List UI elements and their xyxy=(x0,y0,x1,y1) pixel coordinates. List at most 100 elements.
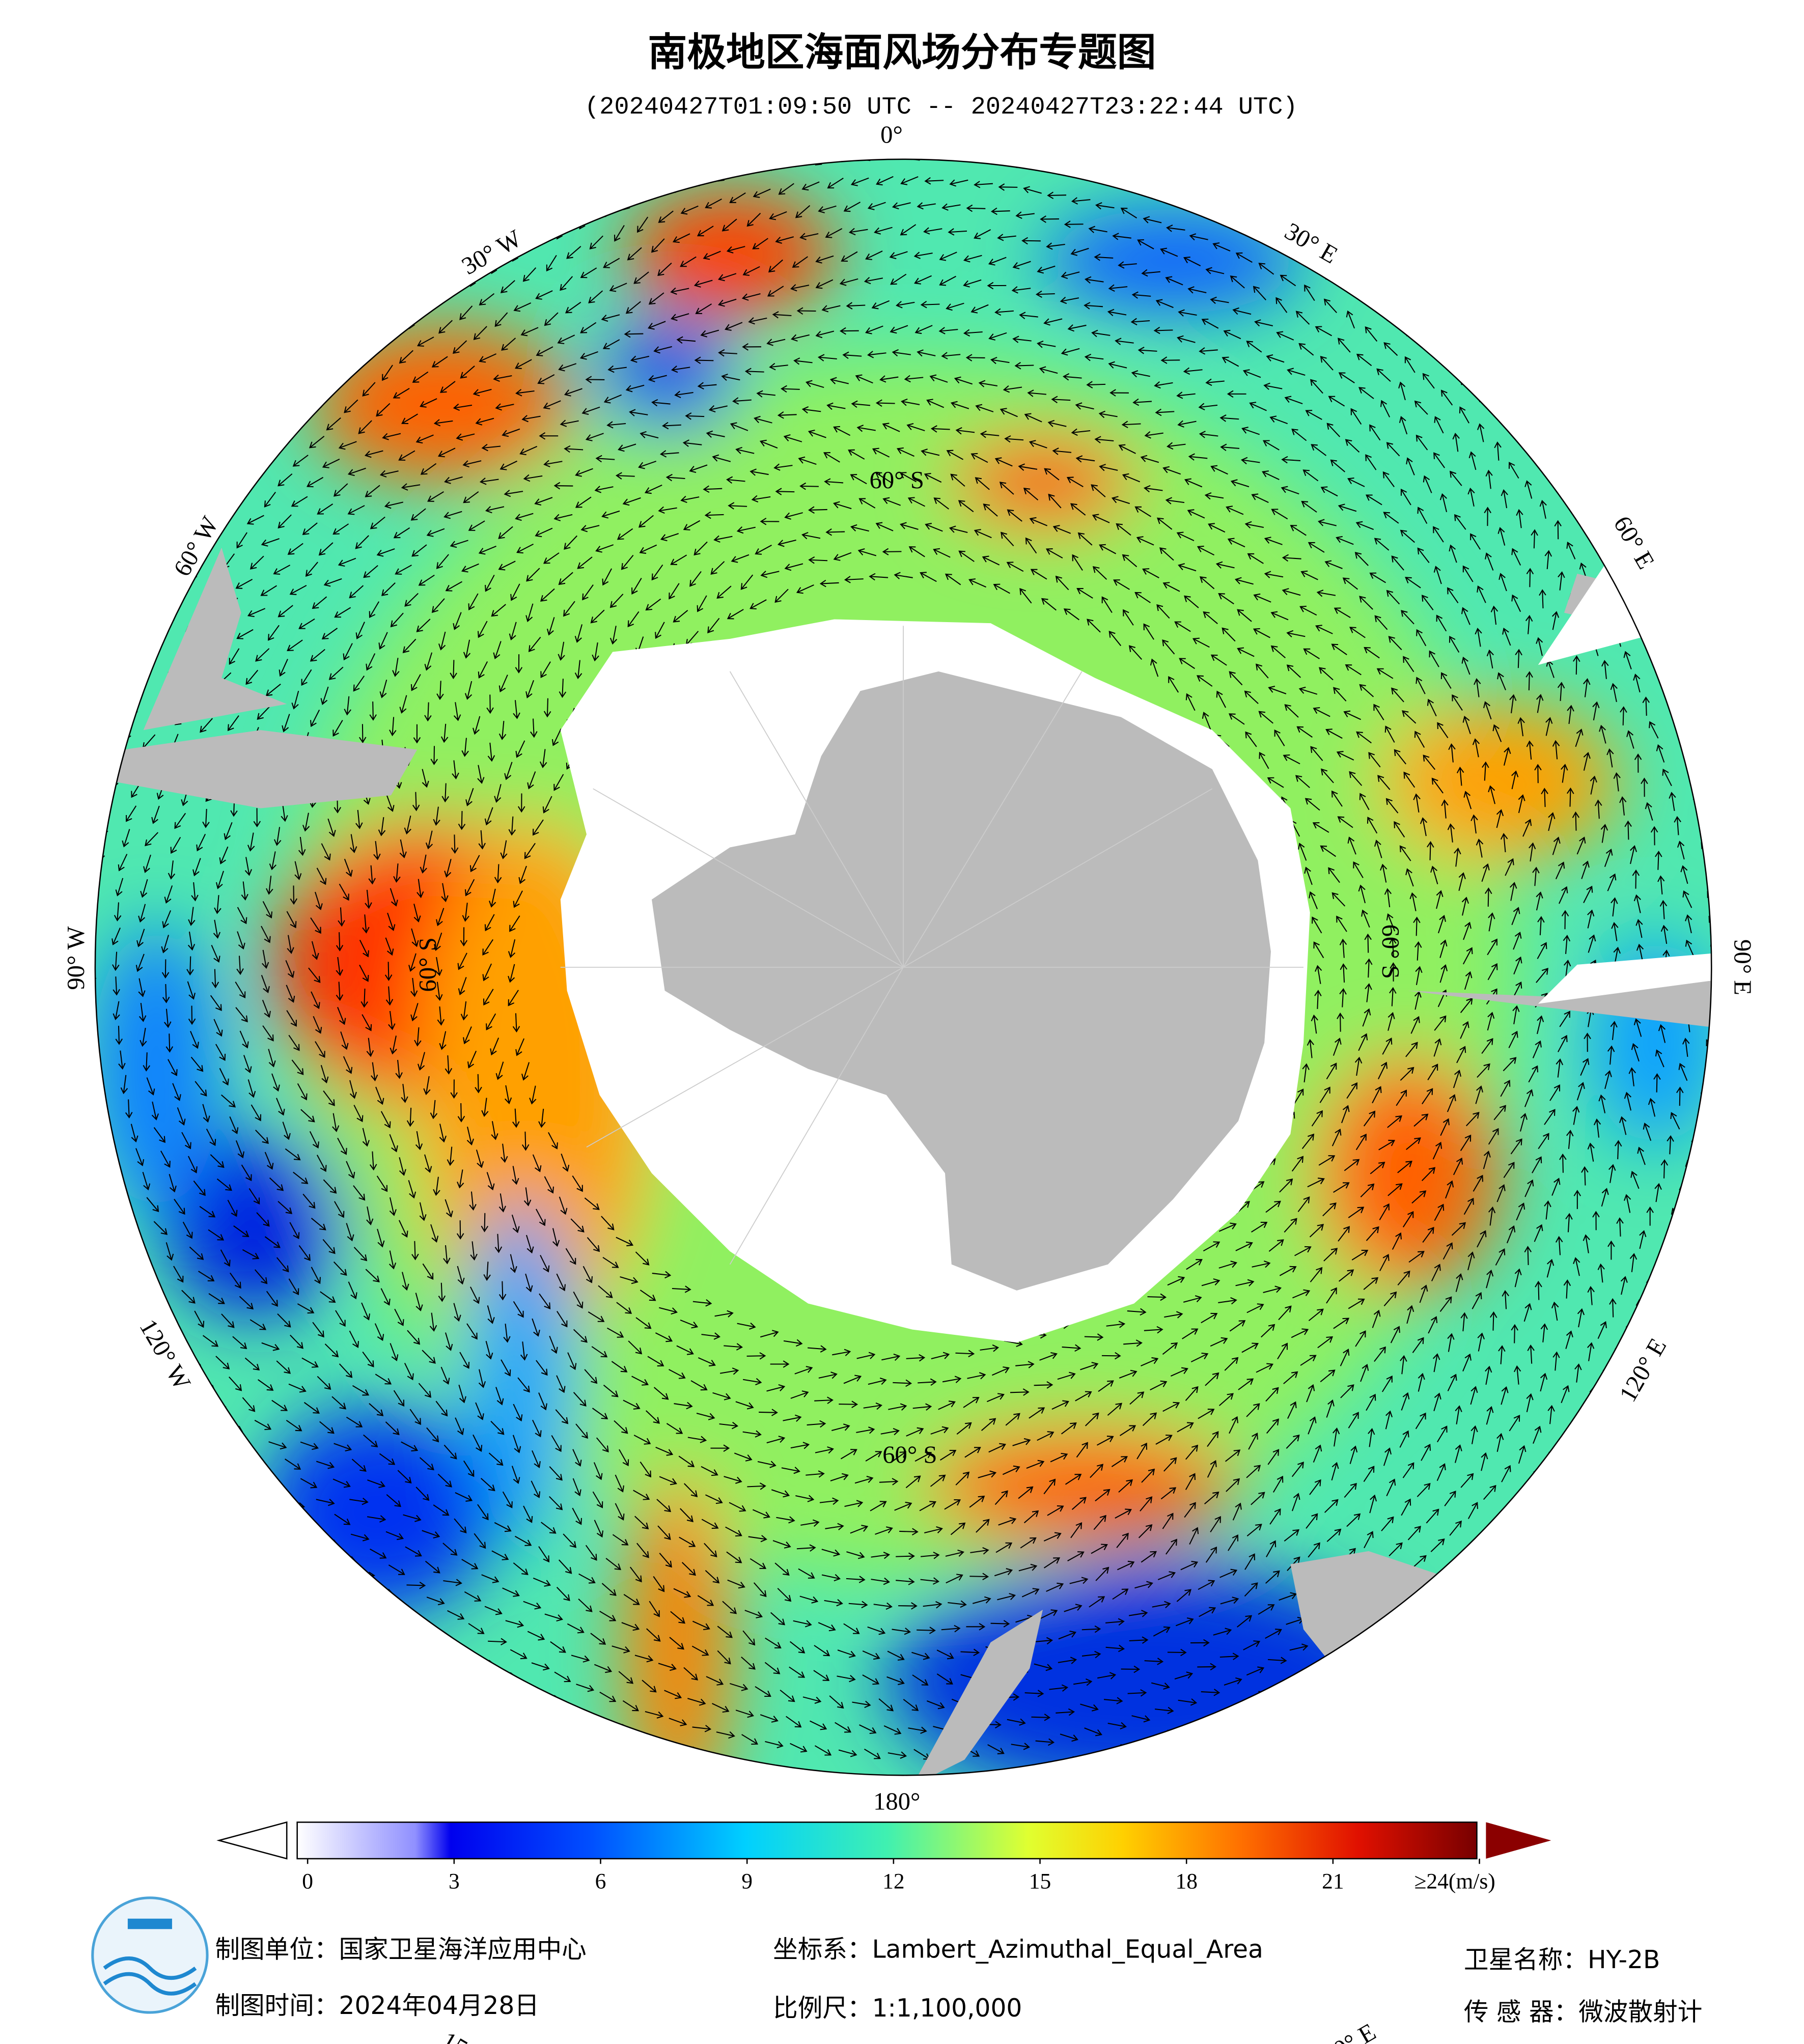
wind-arrow xyxy=(697,595,707,612)
wind-arrow xyxy=(431,598,445,613)
wind-arrow xyxy=(426,1597,445,1606)
wind-arrow xyxy=(914,275,932,285)
wind-arrow xyxy=(1344,1482,1357,1498)
wind-arrow xyxy=(1365,326,1378,342)
wind-arrow xyxy=(1368,1428,1375,1447)
wind-arrow xyxy=(912,1403,932,1411)
wind-arrow xyxy=(190,1056,204,1072)
wind-arrow xyxy=(896,1552,915,1560)
wind-arrow xyxy=(558,1559,572,1574)
wind-arrow xyxy=(1337,1012,1344,1032)
wind-arrow xyxy=(1419,1284,1428,1303)
wind-arrow xyxy=(1244,690,1259,704)
wind-arrow xyxy=(445,581,463,592)
wind-arrow xyxy=(527,1631,545,1641)
wind-arrow xyxy=(1433,1038,1442,1057)
wind-arrow xyxy=(402,638,417,654)
wind-arrow xyxy=(236,532,247,549)
wind-arrow xyxy=(1006,562,1024,572)
wind-arrow xyxy=(1342,577,1358,590)
wind-arrow xyxy=(1107,309,1127,317)
wind-arrow xyxy=(625,301,641,314)
wind-arrow xyxy=(194,1310,205,1328)
wind-arrow xyxy=(276,1257,289,1273)
wind-arrow xyxy=(976,1519,990,1533)
wind-arrow xyxy=(603,258,620,268)
wind-arrow xyxy=(479,478,499,485)
wind-arrow xyxy=(1019,312,1038,319)
wind-arrow xyxy=(523,474,543,482)
wind-arrow xyxy=(1408,1251,1425,1263)
wind-arrow xyxy=(1447,1333,1455,1352)
wind-arrow xyxy=(1043,1557,1061,1569)
wind-arrow xyxy=(1508,1030,1518,1048)
wind-arrow xyxy=(1503,1057,1517,1072)
wind-arrow xyxy=(1563,1279,1571,1299)
wind-arrow xyxy=(417,337,434,347)
wind-arrow xyxy=(1120,1744,1139,1752)
wind-arrow xyxy=(1456,766,1464,786)
wind-arrow xyxy=(112,951,120,971)
wind-arrow xyxy=(777,1588,792,1602)
wind-arrow xyxy=(1218,1222,1237,1232)
wind-arrow xyxy=(385,794,395,812)
wind-arrow xyxy=(1448,743,1456,763)
wind-arrow xyxy=(1282,554,1301,562)
wind-arrow xyxy=(617,528,633,540)
wind-arrow xyxy=(1581,860,1590,879)
wind-arrow xyxy=(833,552,852,561)
wind-arrow xyxy=(660,533,679,542)
wind-arrow xyxy=(695,303,712,314)
wind-arrow xyxy=(760,517,780,525)
wind-arrow xyxy=(1153,1626,1171,1637)
wind-arrow xyxy=(411,1241,419,1261)
wind-arrow xyxy=(1299,605,1317,616)
wind-arrow xyxy=(1519,1113,1528,1132)
wind-arrow xyxy=(735,446,755,454)
wind-arrow xyxy=(1251,493,1269,503)
wind-arrow xyxy=(1422,1088,1433,1105)
wind-arrow xyxy=(571,1655,590,1663)
wind-arrow xyxy=(1639,1230,1647,1249)
wind-arrow xyxy=(1219,414,1239,422)
wind-arrow xyxy=(174,813,186,829)
wind-arrow xyxy=(1430,1538,1445,1552)
wind-arrow xyxy=(1318,519,1337,526)
wind-arrow xyxy=(1351,1249,1369,1261)
wind-arrow xyxy=(1453,1070,1461,1088)
wind-arrow xyxy=(1289,1643,1309,1651)
wind-arrow xyxy=(302,522,318,536)
wind-arrow xyxy=(1359,793,1370,810)
wind-arrow xyxy=(211,945,220,963)
wind-arrow xyxy=(1515,649,1522,668)
wind-arrow xyxy=(1325,729,1343,739)
wind-arrow xyxy=(760,1714,779,1723)
wind-arrow xyxy=(1291,1156,1304,1172)
wind-arrow xyxy=(717,1650,731,1665)
wind-arrow xyxy=(1131,1715,1151,1723)
wind-arrow xyxy=(683,1483,698,1497)
wind-arrow xyxy=(413,904,421,923)
wind-arrow xyxy=(412,792,420,811)
wind-arrow xyxy=(399,839,407,859)
wind-arrow xyxy=(1369,1494,1377,1514)
wind-arrow xyxy=(994,308,1014,316)
wind-arrow xyxy=(616,1302,632,1314)
wind-arrow xyxy=(261,538,280,547)
wind-arrow xyxy=(1132,398,1152,406)
wind-arrow xyxy=(1164,1311,1183,1319)
wind-arrow xyxy=(972,1596,991,1604)
wind-arrow xyxy=(1019,588,1032,604)
wind-arrow xyxy=(1405,868,1414,887)
wind-arrow xyxy=(1678,1062,1688,1081)
wind-arrow xyxy=(766,1436,786,1444)
wind-arrow xyxy=(1162,1342,1178,1355)
wind-arrow xyxy=(1336,915,1347,932)
wind-arrow xyxy=(900,522,919,530)
wind-arrow xyxy=(1426,1508,1439,1524)
wind-arrow xyxy=(1434,1015,1447,1031)
wind-arrow xyxy=(1140,455,1159,463)
wind-arrow xyxy=(1485,552,1494,571)
wind-arrow xyxy=(669,583,680,600)
wind-arrow xyxy=(1539,499,1547,519)
